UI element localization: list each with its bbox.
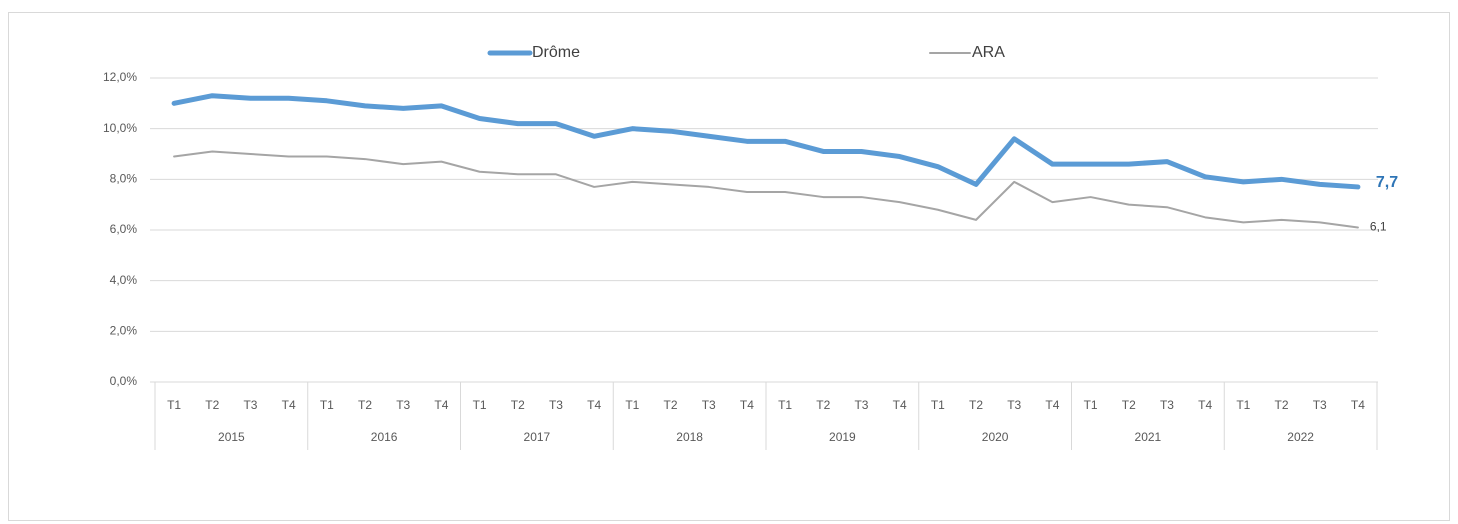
x-tick-label: T4	[1351, 398, 1365, 412]
x-tick-label: T2	[969, 398, 983, 412]
data-label: 7,7	[1376, 174, 1398, 191]
year-label: 2016	[371, 430, 398, 444]
x-tick-label: T4	[740, 398, 754, 412]
y-tick-label: 6,0%	[110, 222, 138, 236]
x-tick-label: T2	[1122, 398, 1136, 412]
y-tick-label: 4,0%	[110, 273, 138, 287]
x-tick-label: T2	[1275, 398, 1289, 412]
year-label: 2018	[676, 430, 703, 444]
x-tick-label: T2	[511, 398, 525, 412]
y-tick-label: 8,0%	[110, 172, 138, 186]
x-tick-label: T4	[1198, 398, 1212, 412]
data-label: 6,1	[1370, 220, 1387, 234]
x-tick-label: T1	[473, 398, 487, 412]
x-tick-label: T3	[1007, 398, 1021, 412]
legend-text: Drôme	[532, 44, 580, 61]
x-tick-label: T1	[320, 398, 334, 412]
x-tick-label: T3	[396, 398, 410, 412]
series-line	[171, 93, 1361, 190]
year-label: 2017	[524, 430, 551, 444]
x-tick-label: T3	[702, 398, 716, 412]
year-label: 2021	[1135, 430, 1162, 444]
x-tick-label: T2	[816, 398, 830, 412]
x-tick-label: T4	[282, 398, 296, 412]
x-tick-label: T1	[931, 398, 945, 412]
x-tick-label: T4	[1045, 398, 1059, 412]
x-tick-label: T4	[587, 398, 601, 412]
x-tick-label: T1	[1236, 398, 1250, 412]
x-tick-label: T2	[664, 398, 678, 412]
x-tick-label: T2	[358, 398, 372, 412]
chart-frame	[8, 12, 1450, 521]
x-tick-label: T4	[434, 398, 448, 412]
x-tick-label: T3	[1160, 398, 1174, 412]
legend-text: ARA	[972, 44, 1005, 61]
year-label: 2015	[218, 430, 245, 444]
y-tick-label: 10,0%	[103, 121, 137, 135]
y-tick-label: 2,0%	[110, 324, 138, 338]
series-line	[173, 150, 1359, 229]
year-label: 2019	[829, 430, 856, 444]
year-label: 2020	[982, 430, 1009, 444]
x-tick-label: T3	[854, 398, 868, 412]
year-label: 2022	[1287, 430, 1314, 444]
y-tick-label: 12,0%	[103, 70, 137, 84]
x-tick-label: T3	[243, 398, 257, 412]
x-tick-label: T1	[625, 398, 639, 412]
x-tick-label: T2	[205, 398, 219, 412]
x-tick-label: T3	[549, 398, 563, 412]
x-tick-label: T3	[1313, 398, 1327, 412]
x-tick-label: T1	[167, 398, 181, 412]
x-tick-label: T1	[778, 398, 792, 412]
x-tick-label: T4	[893, 398, 907, 412]
y-tick-label: 0,0%	[110, 374, 138, 388]
x-tick-label: T1	[1084, 398, 1098, 412]
